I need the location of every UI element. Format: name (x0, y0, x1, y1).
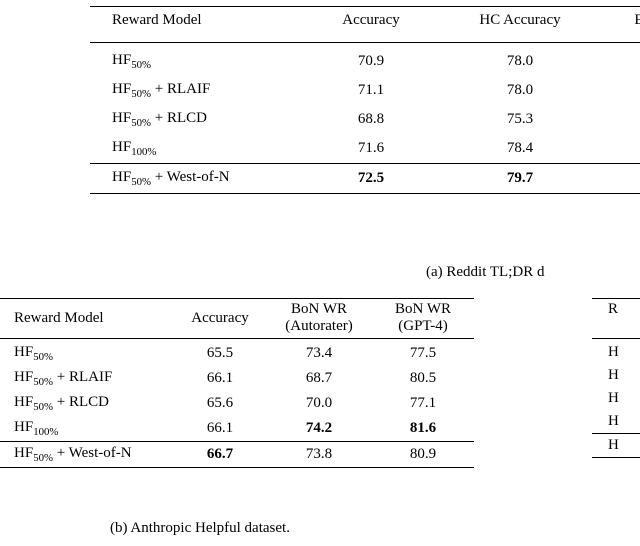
cell-reward-model: H (592, 341, 640, 364)
tableB-caption: (b) Anthropic Helpful dataset. (110, 520, 290, 537)
cell-reward-model: H (592, 433, 640, 457)
cell-extra (602, 76, 640, 105)
cell-reward-model: H (592, 364, 640, 387)
cell-accuracy: 72.5 (304, 164, 438, 194)
tableB-col-acc: Accuracy (174, 299, 266, 339)
table-row: HF100%66.174.281.6 (0, 416, 474, 442)
tableA-body: HF50%70.978.0HF50% + RLAIF71.178.0HF50% … (90, 47, 640, 194)
table-row: HF50% + RLAIF71.178.0 (90, 76, 640, 105)
table-a-element: Reward Model Accuracy HC Accuracy E HF50… (90, 6, 640, 194)
cell-extra (602, 134, 640, 164)
cell-extra (602, 164, 640, 194)
table-row: HF50% + West-of-N72.579.7 (90, 164, 640, 194)
table-row: H (592, 387, 640, 410)
cell-reward-model: HF50% (0, 341, 174, 366)
cell-reward-model: HF50% + RLAIF (90, 76, 304, 105)
cell-bon-gpt4: 77.5 (372, 341, 474, 366)
tableA-col-acc: Accuracy (304, 7, 438, 35)
table-row: HF50% + RLCD65.670.077.1 (0, 391, 474, 416)
cell-extra (602, 47, 640, 76)
cell-extra (602, 105, 640, 134)
cell-accuracy: 65.6 (174, 391, 266, 416)
cell-bon-autorater: 70.0 (266, 391, 372, 416)
tableB-col-rm-l1: Reward Model (14, 310, 104, 326)
table-row: H (592, 364, 640, 387)
table-c-element: R HHHHH (592, 298, 640, 458)
cell-accuracy: 66.7 (174, 441, 266, 467)
cell-reward-model: HF50% + West-of-N (0, 441, 174, 467)
tableA-col-extra: E (602, 7, 640, 35)
cell-hc-accuracy: 78.0 (438, 76, 602, 105)
cell-bon-gpt4: 80.9 (372, 441, 474, 467)
tableB-col-rm: Reward Model (0, 299, 174, 339)
cell-accuracy: 68.8 (304, 105, 438, 134)
tableB-col-b2-l2: (GPT-4) (398, 318, 447, 334)
tableB-col-b1: BoN WR (Autorater) (266, 299, 372, 339)
tableC-header-text: R (608, 301, 618, 317)
cell-hc-accuracy: 78.0 (438, 47, 602, 76)
tableC-body: HHHHH (592, 341, 640, 458)
cell-accuracy: 66.1 (174, 416, 266, 442)
table-a: Reward Model Accuracy HC Accuracy E HF50… (90, 6, 640, 194)
table-row: HF100%71.678.4 (90, 134, 640, 164)
tableC-header: R (592, 299, 640, 339)
cell-bon-autorater: 68.7 (266, 366, 372, 391)
cell-hc-accuracy: 78.4 (438, 134, 602, 164)
tableB-body: HF50%65.573.477.5HF50% + RLAIF66.168.780… (0, 341, 474, 468)
tableB-col-b1-l2: (Autorater) (285, 318, 352, 334)
cell-bon-gpt4: 80.5 (372, 366, 474, 391)
cell-reward-model: HF50% + RLCD (0, 391, 174, 416)
cell-accuracy: 71.6 (304, 134, 438, 164)
tableB-col-b2: BoN WR (GPT-4) (372, 299, 474, 339)
cell-accuracy: 70.9 (304, 47, 438, 76)
table-row: HF50% + RLCD68.875.3 (90, 105, 640, 134)
cell-hc-accuracy: 79.7 (438, 164, 602, 194)
cell-reward-model: HF50% (90, 47, 304, 76)
table-row: HF50% + West-of-N66.773.880.9 (0, 441, 474, 467)
table-row: HF50%70.978.0 (90, 47, 640, 76)
cell-reward-model: H (592, 387, 640, 410)
cell-accuracy: 66.1 (174, 366, 266, 391)
table-b: Reward Model Accuracy BoN WR (Autorater)… (0, 298, 474, 468)
cell-reward-model: HF100% (0, 416, 174, 442)
table-row: H (592, 433, 640, 457)
cell-hc-accuracy: 75.3 (438, 105, 602, 134)
cell-bon-autorater: 73.4 (266, 341, 372, 366)
tableA-col-rm: Reward Model (90, 7, 304, 35)
cell-reward-model: H (592, 410, 640, 434)
tableB-col-b1-l1: BoN WR (291, 301, 347, 317)
cell-reward-model: HF50% + West-of-N (90, 164, 304, 194)
tableB-col-acc-l1: Accuracy (191, 310, 248, 326)
cell-bon-gpt4: 77.1 (372, 391, 474, 416)
cell-accuracy: 65.5 (174, 341, 266, 366)
cell-reward-model: HF100% (90, 134, 304, 164)
cell-reward-model: HF50% + RLAIF (0, 366, 174, 391)
table-c: R HHHHH (592, 298, 640, 458)
cell-bon-gpt4: 81.6 (372, 416, 474, 442)
cell-bon-autorater: 74.2 (266, 416, 372, 442)
cell-accuracy: 71.1 (304, 76, 438, 105)
tableA-caption: (a) Reddit TL;DR d (426, 264, 544, 281)
figure-canvas: Reward Model Accuracy HC Accuracy E HF50… (0, 0, 640, 546)
table-row: H (592, 341, 640, 364)
table-row: HF50%65.573.477.5 (0, 341, 474, 366)
table-row: H (592, 410, 640, 434)
table-b-element: Reward Model Accuracy BoN WR (Autorater)… (0, 298, 474, 468)
cell-reward-model: HF50% + RLCD (90, 105, 304, 134)
tableB-col-b2-l1: BoN WR (395, 301, 451, 317)
tableA-col-hc: HC Accuracy (438, 7, 602, 35)
table-row: HF50% + RLAIF66.168.780.5 (0, 366, 474, 391)
cell-bon-autorater: 73.8 (266, 441, 372, 467)
